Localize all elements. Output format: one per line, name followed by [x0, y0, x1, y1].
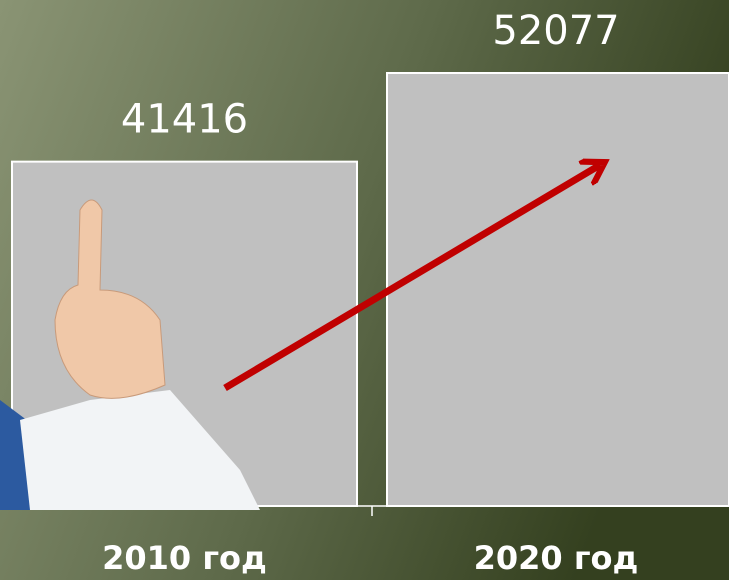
trend-arrow: [223, 165, 600, 392]
hand-illustration: [0, 199, 260, 510]
bar: [386, 72, 729, 507]
x-tick-label: 2010 год: [102, 539, 267, 577]
x-tick-label: 2020 год: [474, 539, 639, 577]
data-label: 41416: [121, 97, 248, 143]
data-label: 52077: [492, 8, 619, 54]
